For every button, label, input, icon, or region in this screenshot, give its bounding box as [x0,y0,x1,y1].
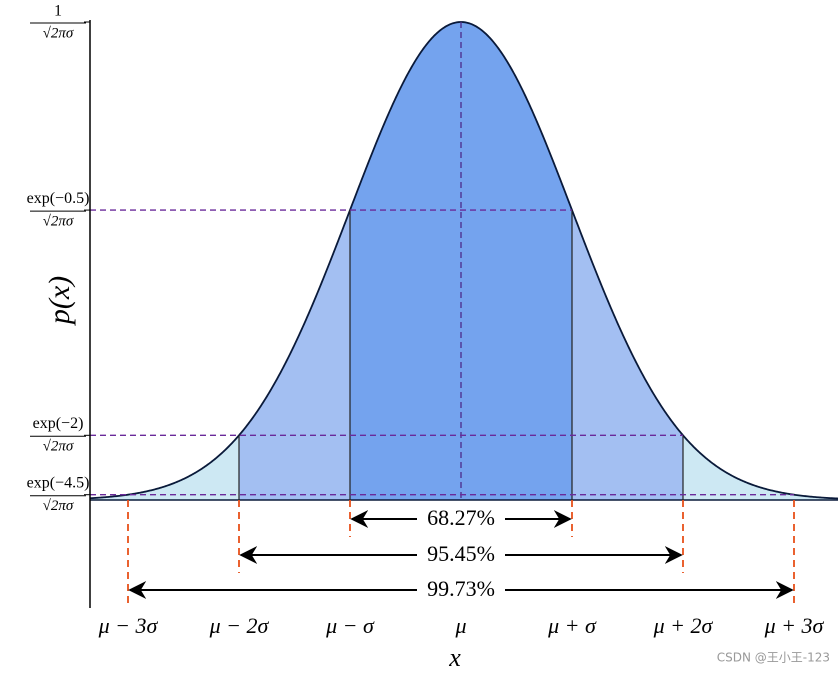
interval-label: 99.73% [427,576,495,601]
tail-region [90,435,239,500]
y-tick-numerator: 1 [54,3,62,20]
label-background [417,542,505,568]
y-tick-denominator: √2πσ [43,439,74,455]
y-tick-numerator: exp(−4.5) [27,474,90,491]
x-tick-label: μ − 3σ [98,613,159,638]
interval-label: 95.45% [427,541,495,566]
x-axis-label: x [448,643,461,672]
x-tick-label: μ + σ [547,613,597,638]
x-tick-label: μ + 2σ [653,613,714,638]
x-tick-label: μ − σ [325,613,375,638]
y-tick-numerator: exp(−0.5) [27,190,90,207]
one-sigma-region [350,22,572,500]
y-tick-numerator: exp(−2) [33,415,84,432]
density-curve [89,21,838,500]
interval-label: 68.27% [427,505,495,530]
label-background [417,506,505,532]
x-tick-label: μ − 2σ [209,613,270,638]
y-axis-label: p(x) [43,276,76,326]
x-tick-label: μ [454,613,466,638]
tail-region [683,435,838,500]
watermark: CSDN @王小王-123 [717,651,830,665]
y-tick-denominator: √2πσ [43,25,74,41]
y-tick-denominator: √2πσ [43,498,74,514]
y-tick-denominator: √2πσ [43,214,74,230]
x-tick-label: μ + 3σ [764,613,825,638]
label-background [417,577,505,603]
